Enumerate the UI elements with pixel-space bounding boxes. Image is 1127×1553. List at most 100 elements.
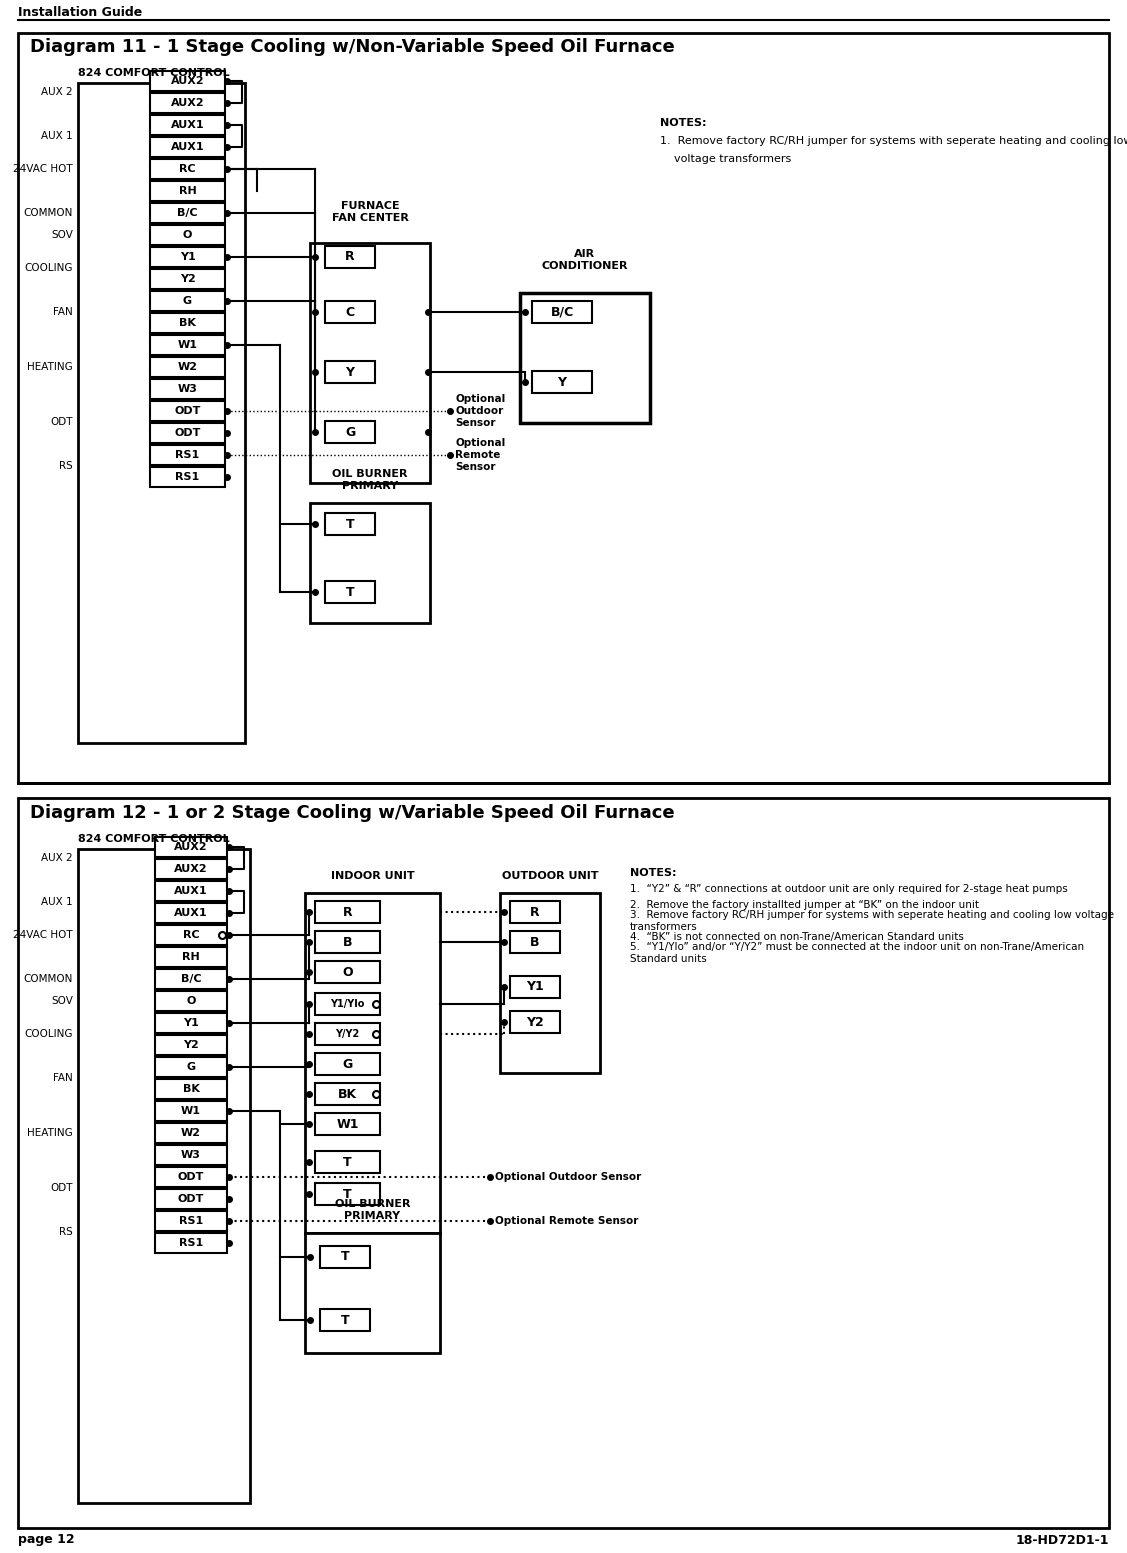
Bar: [150, 269, 225, 289]
Bar: [156, 926, 227, 944]
Bar: [305, 1233, 440, 1353]
Text: R: R: [530, 905, 540, 918]
Text: NOTES:: NOTES:: [660, 118, 707, 127]
Bar: [150, 314, 225, 332]
Text: B/C: B/C: [550, 306, 574, 318]
Text: B: B: [530, 935, 540, 949]
Text: AUX1: AUX1: [170, 120, 204, 130]
Bar: [320, 1309, 370, 1331]
Text: COMMON: COMMON: [24, 208, 73, 217]
Bar: [156, 1123, 227, 1143]
Text: AUX1: AUX1: [175, 909, 207, 918]
Bar: [325, 512, 375, 534]
Text: T: T: [344, 1188, 352, 1200]
Text: Optional
Outdoor
Sensor: Optional Outdoor Sensor: [455, 394, 505, 427]
Bar: [316, 1151, 380, 1173]
Text: 2.  Remove the factory installted jumper at “BK” on the indoor unit: 2. Remove the factory installted jumper …: [630, 901, 979, 910]
Bar: [325, 581, 375, 603]
Text: Diagram 12 - 1 or 2 Stage Cooling w/Variable Speed Oil Furnace: Diagram 12 - 1 or 2 Stage Cooling w/Vari…: [30, 804, 675, 822]
Bar: [150, 446, 225, 464]
Text: W3: W3: [178, 384, 197, 394]
Bar: [156, 1233, 227, 1253]
Text: 4.  “BK” is not connected on non-Trane/American Standard units: 4. “BK” is not connected on non-Trane/Am…: [630, 932, 964, 943]
Text: W1: W1: [181, 1106, 201, 1117]
Bar: [316, 1082, 380, 1106]
Bar: [156, 1166, 227, 1186]
Bar: [316, 1053, 380, 1075]
Bar: [511, 1011, 560, 1033]
Text: 824 COMFORT CONTROL: 824 COMFORT CONTROL: [78, 68, 230, 78]
Text: ODT: ODT: [51, 418, 73, 427]
Bar: [18, 798, 1109, 1528]
Text: 1.  Remove factory RC/RH jumper for systems with seperate heating and cooling lo: 1. Remove factory RC/RH jumper for syste…: [660, 137, 1127, 146]
Text: HEATING: HEATING: [27, 1127, 73, 1138]
Text: AUX 1: AUX 1: [42, 898, 73, 907]
Text: T: T: [346, 517, 354, 531]
Text: RH: RH: [183, 952, 199, 961]
Text: AUX1: AUX1: [175, 887, 207, 896]
Text: B/C: B/C: [177, 208, 198, 217]
Text: ODT: ODT: [175, 405, 201, 416]
Text: 5.  “Y1/Ylo” and/or “Y/Y2” must be connected at the indoor unit on non-Trane/Ame: 5. “Y1/Ylo” and/or “Y/Y2” must be connec…: [630, 943, 1084, 964]
Text: OIL BURNER
PRIMARY: OIL BURNER PRIMARY: [335, 1199, 410, 1221]
Bar: [150, 357, 225, 377]
Bar: [511, 930, 560, 954]
Bar: [532, 301, 592, 323]
Bar: [156, 902, 227, 922]
Text: RC: RC: [183, 930, 199, 940]
Bar: [156, 991, 227, 1011]
Bar: [156, 1034, 227, 1054]
Bar: [316, 930, 380, 954]
Text: BK: BK: [338, 1087, 357, 1101]
Text: O: O: [186, 995, 196, 1006]
Bar: [150, 422, 225, 443]
Text: AUX 1: AUX 1: [42, 130, 73, 141]
Bar: [325, 245, 375, 269]
Bar: [156, 1190, 227, 1208]
Text: INDOOR UNIT: INDOOR UNIT: [330, 871, 415, 881]
Text: W2: W2: [177, 362, 197, 373]
Text: HEATING: HEATING: [27, 362, 73, 373]
Bar: [150, 401, 225, 421]
Text: Y2: Y2: [183, 1041, 198, 1050]
Text: Y1: Y1: [526, 980, 544, 994]
Text: Optional
Remote
Sensor: Optional Remote Sensor: [455, 438, 505, 472]
Bar: [150, 335, 225, 356]
Text: FAN: FAN: [53, 307, 73, 317]
Text: RS: RS: [60, 1227, 73, 1238]
Bar: [316, 1183, 380, 1205]
Text: W3: W3: [181, 1151, 201, 1160]
Text: Y/Y2: Y/Y2: [336, 1030, 360, 1039]
Text: AUX2: AUX2: [175, 842, 207, 853]
Bar: [150, 93, 225, 113]
Text: RS1: RS1: [176, 450, 199, 460]
Bar: [520, 294, 650, 422]
Text: 824 COMFORT CONTROL: 824 COMFORT CONTROL: [78, 834, 230, 843]
Text: Diagram 11 - 1 Stage Cooling w/Non-Variable Speed Oil Furnace: Diagram 11 - 1 Stage Cooling w/Non-Varia…: [30, 37, 675, 56]
Text: COOLING: COOLING: [25, 262, 73, 273]
Bar: [18, 33, 1109, 783]
Text: SOV: SOV: [51, 230, 73, 241]
Bar: [78, 849, 250, 1503]
Text: AUX2: AUX2: [170, 76, 204, 85]
Text: BK: BK: [179, 318, 196, 328]
Bar: [156, 1101, 227, 1121]
Text: FURNACE
FAN CENTER: FURNACE FAN CENTER: [331, 202, 408, 224]
Bar: [150, 71, 225, 92]
Bar: [156, 1211, 227, 1232]
Bar: [150, 158, 225, 179]
Text: Y1: Y1: [183, 1019, 198, 1028]
Text: 3.  Remove factory RC/RH jumper for systems with seperate heating and cooling lo: 3. Remove factory RC/RH jumper for syste…: [630, 910, 1113, 932]
Text: G: G: [183, 297, 192, 306]
Text: RS1: RS1: [179, 1238, 203, 1249]
Bar: [316, 1114, 380, 1135]
Text: W1: W1: [336, 1118, 358, 1131]
Bar: [150, 467, 225, 488]
Bar: [316, 992, 380, 1016]
Text: FAN: FAN: [53, 1073, 73, 1082]
Text: T: T: [340, 1314, 349, 1326]
Bar: [156, 881, 227, 901]
Text: 1.  “Y2” & “R” connections at outdoor unit are only required for 2-stage heat pu: 1. “Y2” & “R” connections at outdoor uni…: [630, 884, 1067, 895]
Bar: [156, 1145, 227, 1165]
Text: O: O: [183, 230, 193, 241]
